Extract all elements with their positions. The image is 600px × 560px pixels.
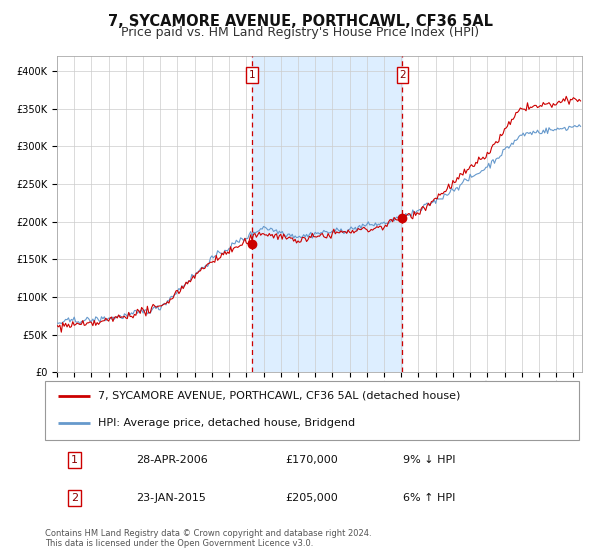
Text: 1: 1 — [248, 70, 255, 80]
Text: 7, SYCAMORE AVENUE, PORTHCAWL, CF36 5AL: 7, SYCAMORE AVENUE, PORTHCAWL, CF36 5AL — [107, 14, 493, 29]
Text: 28-APR-2006: 28-APR-2006 — [136, 455, 208, 465]
Text: 6% ↑ HPI: 6% ↑ HPI — [403, 493, 455, 503]
Text: £170,000: £170,000 — [286, 455, 338, 465]
Text: Price paid vs. HM Land Registry's House Price Index (HPI): Price paid vs. HM Land Registry's House … — [121, 26, 479, 39]
Text: Contains HM Land Registry data © Crown copyright and database right 2024.: Contains HM Land Registry data © Crown c… — [45, 529, 371, 538]
Text: £205,000: £205,000 — [286, 493, 338, 503]
Bar — [252, 56, 403, 372]
Text: HPI: Average price, detached house, Bridgend: HPI: Average price, detached house, Brid… — [98, 418, 356, 428]
Text: 23-JAN-2015: 23-JAN-2015 — [136, 493, 206, 503]
Text: This data is licensed under the Open Government Licence v3.0.: This data is licensed under the Open Gov… — [45, 539, 313, 548]
Text: 2: 2 — [399, 70, 406, 80]
Text: 1: 1 — [71, 455, 78, 465]
FancyBboxPatch shape — [45, 381, 579, 440]
Text: 2: 2 — [71, 493, 78, 503]
Text: 9% ↓ HPI: 9% ↓ HPI — [403, 455, 455, 465]
Text: 7, SYCAMORE AVENUE, PORTHCAWL, CF36 5AL (detached house): 7, SYCAMORE AVENUE, PORTHCAWL, CF36 5AL … — [98, 390, 461, 400]
